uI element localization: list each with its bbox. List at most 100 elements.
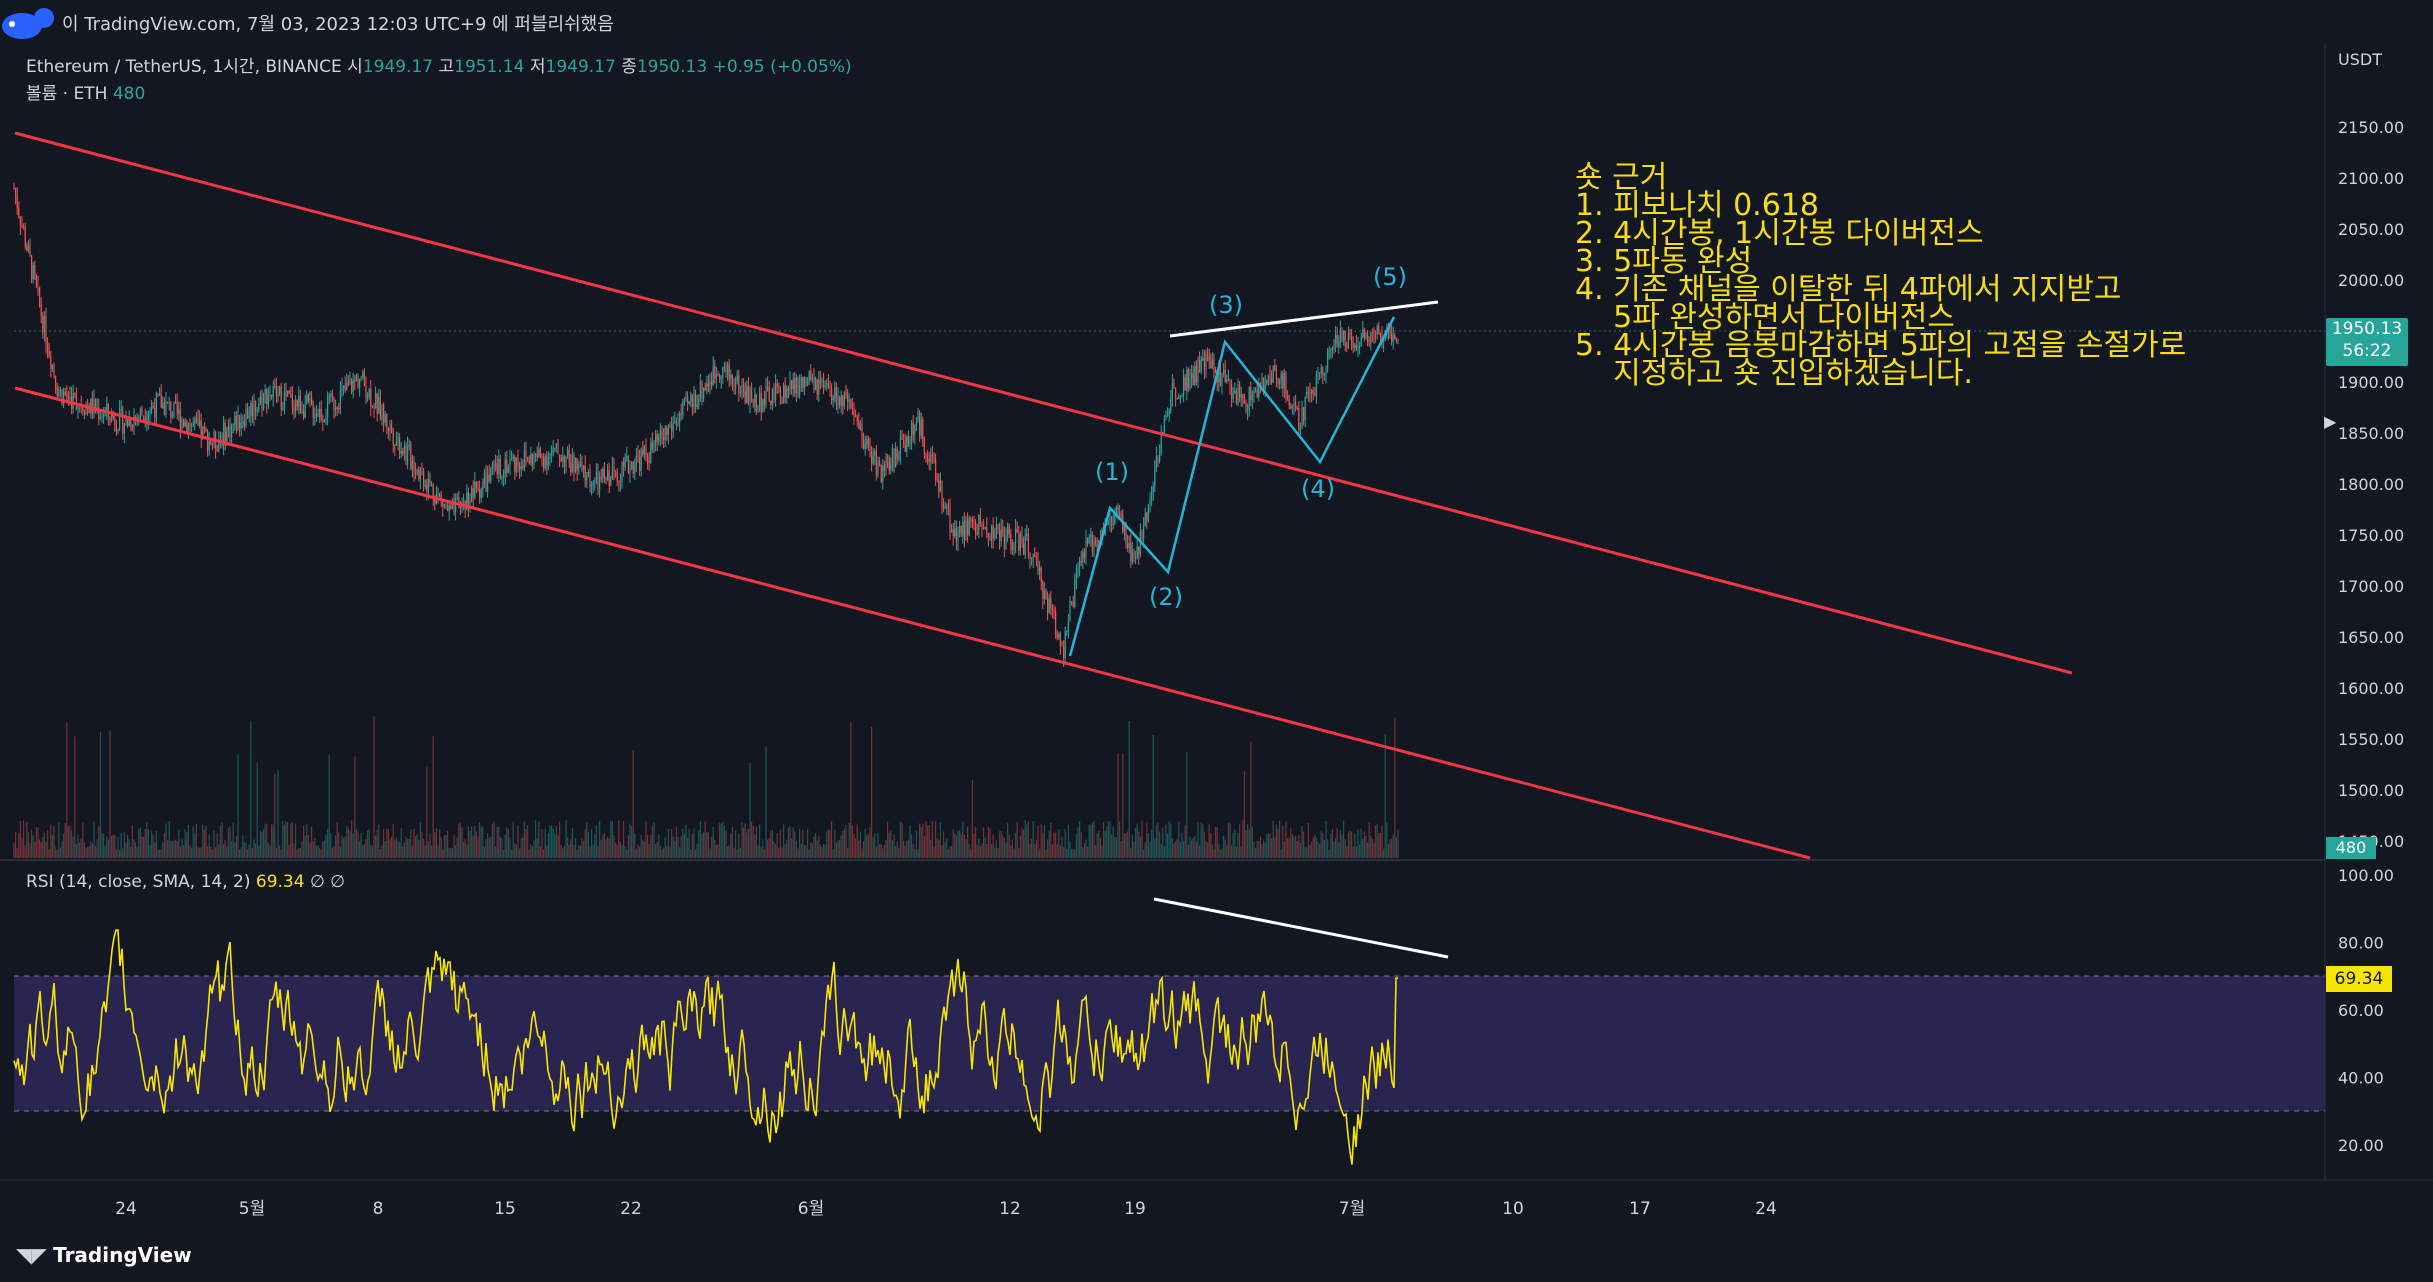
candle: [117, 429, 119, 432]
volume-bar: [899, 821, 901, 858]
volume-bar: [1279, 820, 1281, 858]
candle: [291, 394, 293, 408]
volume-bar: [995, 840, 997, 858]
volume-bar: [229, 826, 231, 858]
volume-bar: [1266, 834, 1268, 858]
volume-bar: [850, 722, 852, 858]
volume-bar: [1394, 717, 1396, 858]
volume-bar: [280, 849, 282, 858]
rsi-legend[interactable]: RSI (14, close, SMA, 14, 2) 69.34 ∅ ∅: [26, 872, 345, 892]
candle: [523, 451, 525, 468]
candle: [1194, 366, 1196, 385]
candle: [1111, 515, 1113, 526]
volume-bar: [191, 848, 193, 858]
volume-bar: [243, 842, 245, 858]
candle: [1064, 632, 1066, 659]
elliott-wave-path[interactable]: [1068, 316, 1396, 657]
candle: [821, 380, 823, 383]
candle: [1143, 526, 1145, 539]
volume-bar: [264, 823, 266, 858]
candle: [671, 425, 673, 432]
candle: [661, 429, 663, 438]
candle: [379, 397, 381, 420]
volume-bar: [399, 842, 401, 858]
volume-bar: [1088, 824, 1090, 858]
candle: [290, 393, 292, 395]
candle: [914, 425, 916, 435]
volume-bar: [915, 830, 917, 858]
volume-bar: [178, 829, 180, 858]
candle: [597, 471, 599, 490]
candle: [511, 459, 513, 461]
volume-bar: [551, 825, 553, 858]
candle: [1271, 378, 1273, 383]
candle: [1061, 645, 1063, 647]
price-trendline[interactable]: [1169, 300, 1439, 338]
trade-annotation[interactable]: 숏 근거 1. 피보나치 0.618 2. 4시간봉, 1시간봉 다이버전스 3…: [1575, 160, 2187, 391]
volume-bar: [773, 841, 775, 858]
candle: [1283, 372, 1285, 389]
candle: [1024, 535, 1026, 555]
candle: [867, 438, 869, 448]
price-tick: 2050.00: [2338, 220, 2404, 239]
candle: [1187, 369, 1189, 390]
volume-bar: [607, 836, 609, 858]
volume-bar: [101, 832, 103, 858]
rsi-tick: 40.00: [2338, 1068, 2384, 1087]
candle: [1186, 369, 1188, 391]
candle: [112, 413, 114, 418]
volume-bar: [709, 848, 711, 858]
volume-bar: [387, 829, 389, 858]
tradingview-footer[interactable]: ◥◤ TradingView: [16, 1243, 192, 1267]
price-tick: 1650.00: [2338, 628, 2404, 647]
volume-bar: [1339, 830, 1341, 858]
candle: [1192, 372, 1194, 385]
symbol-name[interactable]: Ethereum / TetherUS, 1시간, BINANCE: [26, 57, 342, 77]
candle: [981, 523, 983, 529]
volume-bar: [370, 845, 372, 858]
candle: [1039, 567, 1041, 571]
volume-bar: [651, 826, 653, 858]
volume-bar: [1367, 843, 1369, 858]
candle: [104, 411, 106, 416]
volume-bar: [144, 828, 146, 858]
volume-bar: [1154, 839, 1156, 858]
candle: [951, 529, 953, 533]
candle: [90, 398, 92, 414]
symbol-legend[interactable]: Ethereum / TetherUS, 1시간, BINANCE 시1949.…: [26, 52, 852, 77]
candle: [1357, 346, 1359, 348]
volume-bar: [1007, 823, 1009, 858]
candle: [733, 384, 735, 388]
volume-bar: [413, 828, 415, 858]
volume-legend[interactable]: 볼륨 · ETH 480: [26, 79, 145, 104]
channel-lower-line[interactable]: [14, 386, 1811, 860]
volume-bar: [527, 825, 529, 858]
candle: [562, 456, 564, 462]
volume-bar: [888, 832, 890, 858]
volume-bar: [32, 835, 34, 858]
volume-bar: [803, 845, 805, 858]
volume-bar: [1157, 822, 1159, 858]
candle: [680, 413, 682, 415]
candle: [1251, 394, 1253, 400]
scroll-right-icon[interactable]: ▶: [2324, 412, 2337, 431]
candle: [1019, 534, 1021, 552]
time-tick: 19: [1124, 1199, 1146, 1219]
candle: [1034, 555, 1036, 557]
channel-upper-line[interactable]: [14, 131, 2073, 675]
volume-bar: [239, 849, 241, 858]
volume-bar: [712, 826, 714, 858]
candle: [312, 404, 314, 418]
volume-bar: [1053, 832, 1055, 858]
rsi-divergence-line[interactable]: [1153, 897, 1449, 959]
volume-bar: [210, 846, 212, 858]
volume-bar: [261, 831, 263, 858]
candle: [576, 458, 578, 471]
candle: [528, 460, 530, 464]
candle: [1167, 413, 1169, 416]
candle: [1395, 338, 1397, 341]
volume-bar: [999, 831, 1001, 858]
volume-bar: [661, 849, 663, 858]
candle: [971, 519, 973, 522]
